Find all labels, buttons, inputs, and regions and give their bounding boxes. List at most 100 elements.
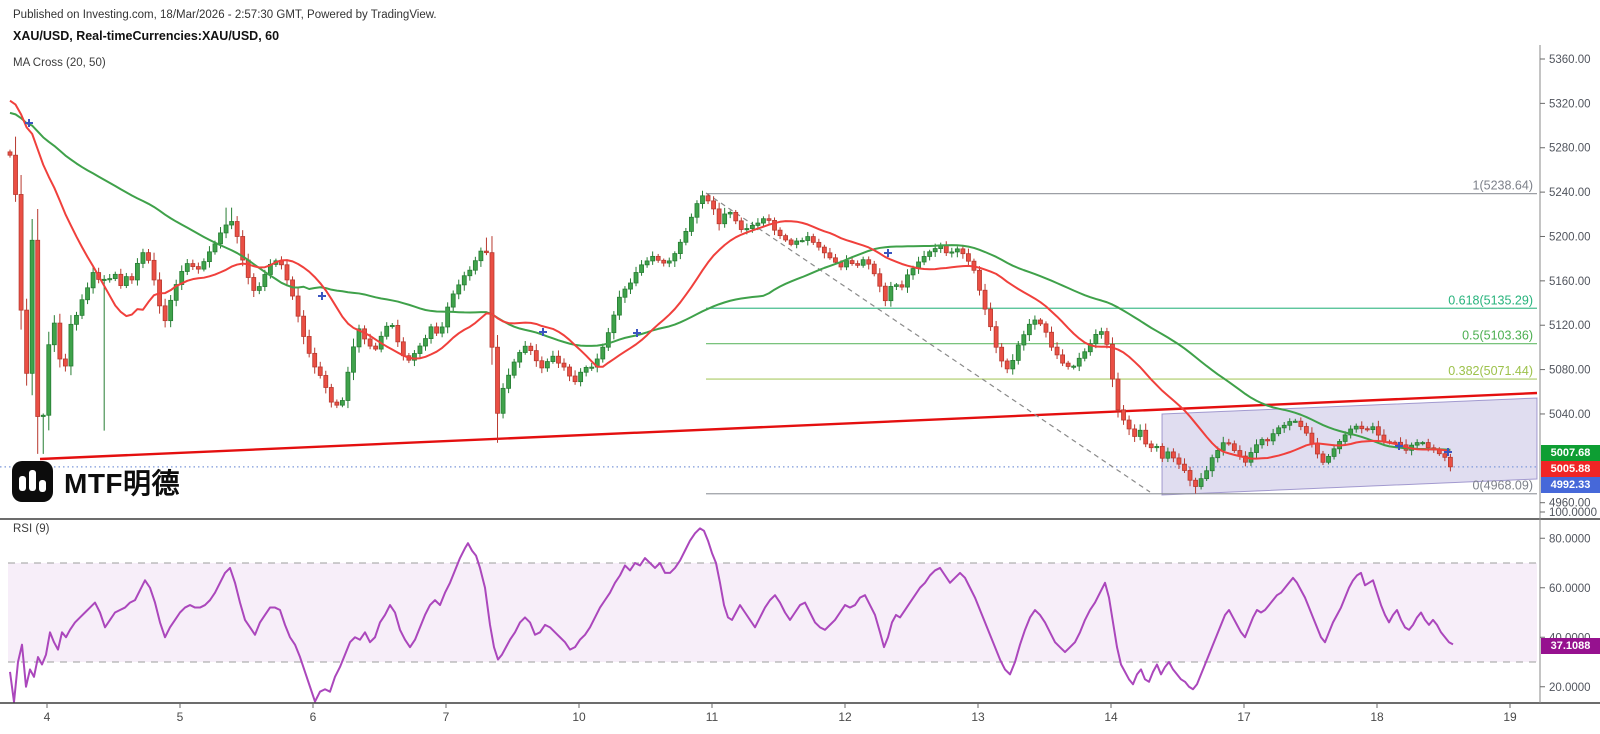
candlestick [229, 221, 235, 226]
candlestick [1110, 343, 1115, 380]
date-tick-label: 11 [706, 710, 719, 724]
candlestick [511, 361, 517, 376]
candlestick [46, 344, 52, 416]
candlestick [966, 253, 971, 262]
candlestick [539, 360, 545, 369]
candlestick [949, 251, 955, 254]
candlestick [578, 371, 584, 383]
candlestick [644, 260, 650, 266]
candlestick [129, 276, 135, 281]
candlestick [1326, 456, 1331, 463]
candlestick [1414, 442, 1420, 446]
candlestick [428, 326, 434, 339]
candlestick [567, 366, 572, 377]
candlestick [1448, 456, 1453, 468]
candlestick [351, 346, 356, 373]
candlestick [489, 252, 495, 348]
candlestick [766, 218, 772, 221]
candlestick [672, 253, 678, 262]
candlestick [600, 346, 606, 360]
date-tick-label: 17 [1237, 710, 1251, 724]
candlestick [783, 235, 788, 241]
candlestick [495, 346, 500, 414]
candlestick [389, 325, 395, 328]
candlestick [146, 252, 151, 261]
candlestick [262, 274, 268, 287]
candlestick [184, 263, 190, 272]
candlestick [1115, 378, 1121, 411]
watermark-text: MTF明德 [64, 467, 181, 499]
candlestick [1298, 420, 1304, 427]
candlestick [572, 375, 578, 383]
candlestick [284, 264, 290, 281]
price-tick-label: 4960.00 [1549, 498, 1591, 510]
candlestick [611, 314, 617, 334]
candlestick [1165, 451, 1171, 459]
candlestick [1370, 426, 1376, 431]
candlestick [1121, 409, 1126, 421]
date-tick-label: 19 [1503, 710, 1517, 724]
candlestick [655, 255, 661, 261]
candlestick [1193, 479, 1198, 487]
date-tick-label: 5 [177, 710, 184, 724]
candlestick [179, 271, 185, 285]
candlestick [423, 338, 428, 347]
candlestick [1098, 331, 1104, 335]
candlestick [1171, 451, 1176, 459]
candlestick [412, 353, 417, 361]
candlestick [472, 260, 478, 271]
candlestick [417, 345, 423, 354]
date-tick-label: 7 [443, 710, 450, 724]
candlestick [899, 284, 905, 288]
candlestick [777, 229, 783, 237]
candlestick [1287, 421, 1293, 426]
candlestick [1082, 351, 1088, 359]
candlestick [755, 222, 761, 226]
candlestick [694, 203, 700, 218]
price-tick-label: 5200.00 [1549, 231, 1591, 243]
price-tick-label: 5040.00 [1549, 409, 1591, 421]
candlestick [821, 246, 827, 254]
candlestick [705, 195, 711, 202]
candlestick [1243, 455, 1248, 463]
candlestick [500, 387, 506, 414]
candlestick [484, 250, 489, 254]
candlestick [461, 275, 467, 286]
candlestick [1143, 429, 1149, 445]
candlestick [57, 322, 63, 360]
candlestick [561, 362, 567, 368]
candlestick [345, 371, 351, 401]
candlestick [1187, 470, 1193, 481]
candlestick [13, 154, 18, 195]
candlestick [677, 241, 683, 254]
candlestick [367, 338, 373, 347]
candlestick [827, 252, 833, 259]
published-line: Published on Investing.com, 18/Mar/2026 … [13, 9, 437, 21]
candlestick [528, 345, 534, 352]
candlestick [888, 286, 894, 302]
candlestick [1054, 346, 1060, 356]
candlestick [977, 269, 982, 291]
candlestick [544, 361, 550, 369]
candlestick [1038, 319, 1043, 325]
candlestick [1182, 463, 1187, 471]
candlestick [722, 213, 728, 225]
candlestick [1176, 457, 1182, 465]
candlestick [151, 259, 157, 281]
symbol-title: XAU/USD, Real-timeCurrencies:XAU/USD, 60 [13, 29, 280, 43]
candlestick [1076, 357, 1082, 367]
candlestick [921, 256, 927, 263]
candlestick [661, 259, 667, 264]
candlestick [988, 308, 993, 328]
candlestick [101, 278, 107, 281]
candlestick [666, 260, 672, 264]
candlestick [1154, 446, 1160, 449]
candlestick [954, 248, 960, 253]
candlestick [882, 285, 888, 302]
candlestick [650, 255, 656, 262]
candlestick [805, 236, 811, 241]
candlestick [1315, 443, 1320, 455]
candlestick [960, 248, 966, 255]
candlestick [1071, 365, 1077, 368]
